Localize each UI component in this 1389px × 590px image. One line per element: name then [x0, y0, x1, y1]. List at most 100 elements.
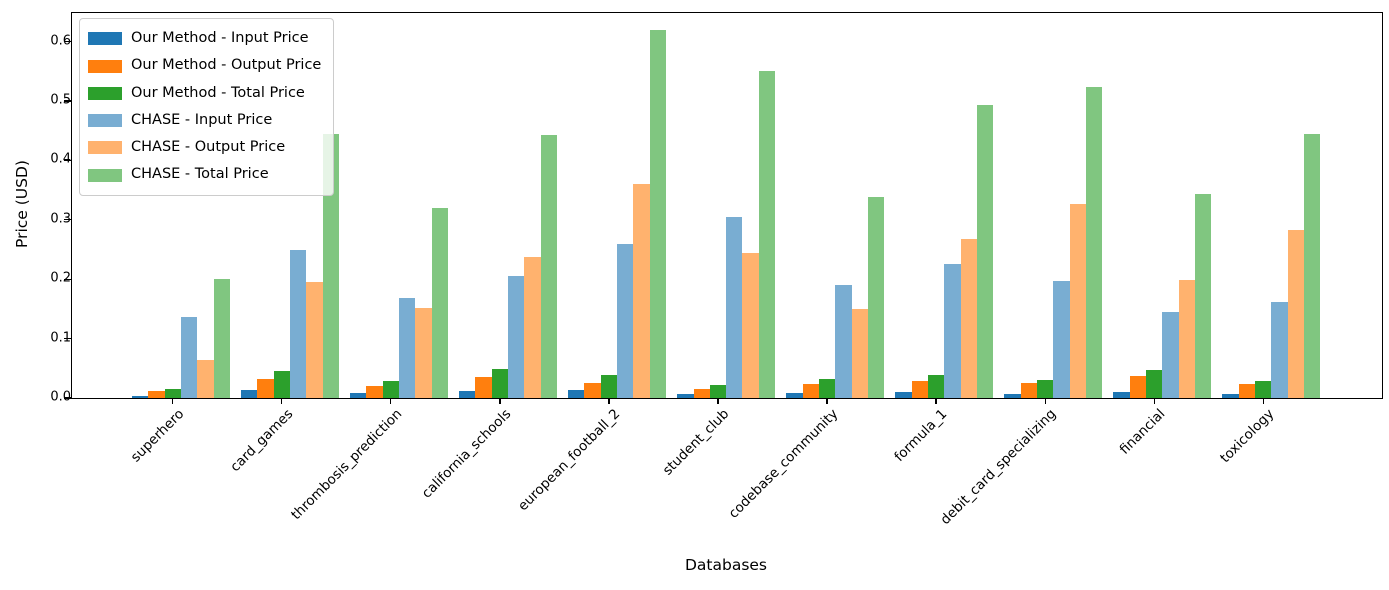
bar [742, 253, 759, 398]
x-tick-label: toxicology [1217, 406, 1278, 467]
legend-swatch [88, 32, 122, 46]
bar [944, 264, 961, 398]
bar [164, 389, 181, 398]
x-tick-mark [390, 398, 392, 404]
x-tick-mark [935, 398, 937, 404]
bar [273, 371, 290, 398]
bar [802, 383, 819, 398]
bar [349, 393, 367, 398]
legend-label: Our Method - Input Price [131, 30, 309, 46]
y-tick-mark [64, 278, 71, 280]
bar [960, 239, 977, 398]
bar [835, 285, 852, 398]
bar [1037, 379, 1054, 398]
bar [911, 381, 928, 398]
bar [540, 135, 558, 398]
bar [1146, 370, 1163, 398]
legend-label: CHASE - Output Price [131, 139, 286, 155]
bar [197, 359, 214, 398]
x-tick-mark [1262, 398, 1264, 404]
x-tick-label: debit_card_specializing [937, 406, 1060, 528]
bar [709, 384, 727, 398]
x-tick-label: european_football_2 [515, 406, 624, 515]
legend-swatch [88, 59, 122, 73]
bar [758, 71, 776, 398]
bar [431, 208, 448, 398]
bar [1271, 302, 1288, 398]
bar [649, 29, 667, 398]
bar [851, 308, 868, 398]
legend-label: CHASE - Total Price [131, 166, 269, 183]
x-tick-label: codebase_community [725, 406, 842, 522]
x-tick-mark [1153, 398, 1155, 404]
y-tick-label: 0.5 [50, 92, 71, 108]
bar [976, 105, 994, 398]
bar [1178, 280, 1196, 398]
x-tick-mark [717, 398, 719, 404]
bar [415, 308, 432, 398]
bar [1195, 194, 1212, 398]
bar [524, 257, 541, 398]
y-tick-label: 0.2 [50, 270, 71, 286]
legend-label: Our Method - Total Price [131, 84, 305, 101]
y-tick-mark [64, 100, 71, 102]
bar [213, 279, 230, 398]
bar [786, 393, 803, 398]
x-tick-mark [826, 398, 828, 404]
bar [257, 379, 274, 398]
bar [600, 374, 618, 398]
bar [818, 379, 836, 398]
bar [568, 389, 585, 398]
legend-item: Our Method - Total Price [88, 83, 321, 105]
bar [382, 381, 399, 398]
y-tick-mark [64, 337, 71, 340]
y-tick-mark [64, 40, 71, 43]
legend-swatch [88, 86, 122, 100]
x-tick-label: formula_1 [891, 406, 951, 465]
y-tick-label: 0.4 [50, 151, 71, 167]
legend-item: Our Method - Output Price [88, 55, 321, 77]
y-tick-label: 0.3 [50, 211, 71, 227]
y-tick-mark [64, 397, 71, 399]
x-tick-mark [281, 398, 283, 404]
bar [693, 388, 710, 398]
legend-item: CHASE - Input Price [88, 110, 321, 132]
bar [1287, 229, 1305, 398]
bar [148, 391, 165, 398]
bar [240, 390, 258, 398]
legend-item: CHASE - Total Price [88, 164, 321, 186]
bar [726, 216, 743, 398]
bar [322, 133, 339, 398]
x-tick-label: superhero [127, 406, 188, 466]
legend: Our Method - Input Price Our Method - Out… [79, 18, 335, 196]
bar [1004, 394, 1021, 398]
x-tick-label: student_club [659, 406, 733, 479]
x-axis-title: Databases [684, 556, 768, 574]
x-tick-label: california_schools [418, 406, 515, 502]
bar [1255, 380, 1272, 398]
bar [491, 369, 509, 398]
y-tick-label: 0.0 [50, 389, 71, 405]
y-tick-label: 0.6 [50, 33, 71, 49]
legend-item: Our Method - Input Price [88, 28, 321, 50]
bar [1113, 392, 1130, 398]
x-tick-label: card_games [226, 406, 297, 476]
bar [1053, 280, 1070, 398]
bar [584, 383, 601, 398]
bar [895, 392, 912, 398]
y-axis-title: Price (USD) [13, 160, 31, 248]
y-tick-mark [64, 219, 71, 221]
x-tick-mark [608, 398, 610, 404]
y-tick-mark [64, 159, 71, 161]
bar [1238, 384, 1256, 398]
bar [306, 281, 323, 398]
x-tick-mark [1044, 398, 1046, 404]
bar [131, 395, 149, 398]
bar [508, 276, 525, 398]
legend-swatch [88, 141, 122, 155]
x-tick-label: thrombosis_prediction [288, 406, 406, 524]
y-tick-label: 0.1 [50, 330, 71, 346]
legend-label: Our Method - Output Price [131, 57, 322, 74]
bar [1086, 87, 1103, 398]
